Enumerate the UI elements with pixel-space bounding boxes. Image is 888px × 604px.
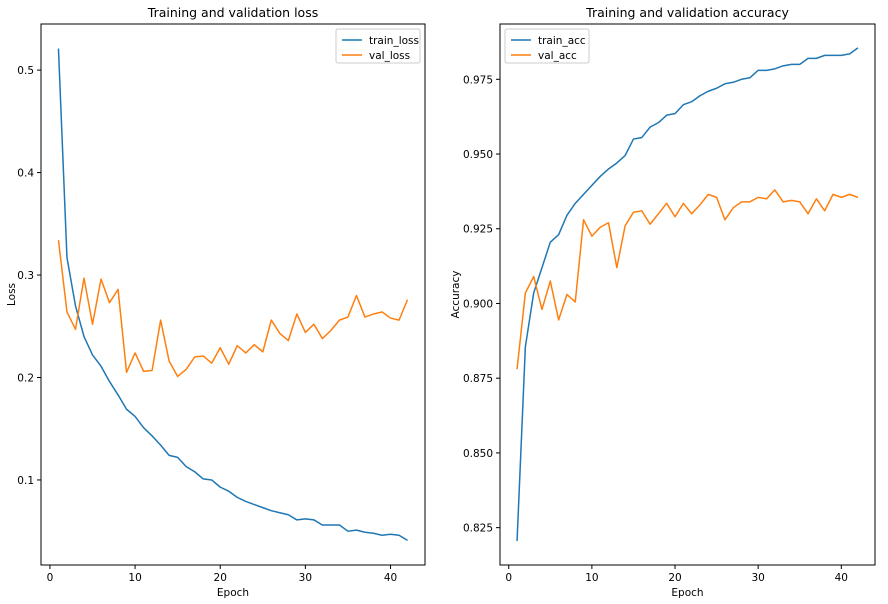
loss-chart-xtick-label: 20 <box>214 572 227 584</box>
loss-chart-legend: train_loss val_loss <box>335 28 421 64</box>
accuracy-chart-ytick-label: 0.875 <box>463 373 493 385</box>
loss-chart-ytick-label: 0.2 <box>17 372 34 384</box>
accuracy-chart-legend: train_acc val_acc <box>504 28 590 64</box>
loss-chart-frame <box>40 23 426 566</box>
accuracy-chart-ytick-label: 0.900 <box>463 298 493 310</box>
accuracy-chart-legend-label-val_acc: val_acc <box>538 50 577 62</box>
loss-chart-ytick-label: 0.5 <box>17 65 34 77</box>
accuracy-chart-xtick-label: 10 <box>585 572 598 584</box>
loss-chart-ylabel: Loss <box>6 283 18 306</box>
accuracy-chart-series-train_acc <box>516 47 859 542</box>
loss-chart-legend-label-val_loss: val_loss <box>369 50 410 62</box>
loss-chart-series-val_loss <box>57 240 409 378</box>
accuracy-chart-series-val_acc <box>516 189 859 370</box>
loss-chart-xlabel: Epoch <box>217 587 249 599</box>
loss-chart: Training and validation loss Epoch Loss … <box>6 5 426 599</box>
loss-chart-xtick-label: 40 <box>384 572 397 584</box>
loss-chart-series-train_loss <box>57 48 408 542</box>
accuracy-chart-xtick-label: 40 <box>835 572 848 584</box>
loss-chart-xtick-label: 10 <box>128 572 141 584</box>
accuracy-chart-legend-label-train_acc: train_acc <box>538 35 586 47</box>
loss-chart-ytick-label: 0.4 <box>17 168 34 180</box>
accuracy-chart-ytick-label: 0.975 <box>463 74 493 86</box>
accuracy-chart-ylabel: Accuracy <box>450 271 462 319</box>
loss-chart-ytick-label: 0.3 <box>17 270 34 282</box>
loss-chart-legend-label-train_loss: train_loss <box>369 35 419 47</box>
loss-chart-xtick-label: 0 <box>47 572 54 584</box>
accuracy-chart-xtick-label: 0 <box>505 572 512 584</box>
loss-chart-title: Training and validation loss <box>147 5 318 20</box>
accuracy-chart-ytick-label: 0.950 <box>463 149 493 161</box>
accuracy-chart-ytick-label: 0.850 <box>463 448 493 460</box>
accuracy-chart-title: Training and validation accuracy <box>585 5 789 20</box>
loss-chart-ytick-label: 0.1 <box>17 475 34 487</box>
accuracy-chart-frame <box>499 23 876 566</box>
loss-chart-xtick-label: 30 <box>299 572 312 584</box>
accuracy-chart-xtick-label: 20 <box>668 572 681 584</box>
accuracy-chart-ytick-label: 0.925 <box>463 224 493 236</box>
accuracy-chart: Training and validation accuracy Epoch A… <box>450 5 876 599</box>
accuracy-chart-xlabel: Epoch <box>671 587 703 599</box>
accuracy-chart-ytick-label: 0.825 <box>463 523 493 535</box>
accuracy-chart-xtick-label: 30 <box>751 572 764 584</box>
